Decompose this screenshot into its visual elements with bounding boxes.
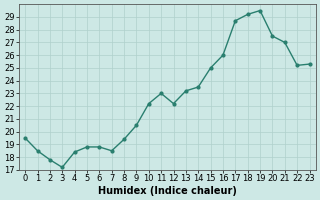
X-axis label: Humidex (Indice chaleur): Humidex (Indice chaleur): [98, 186, 237, 196]
